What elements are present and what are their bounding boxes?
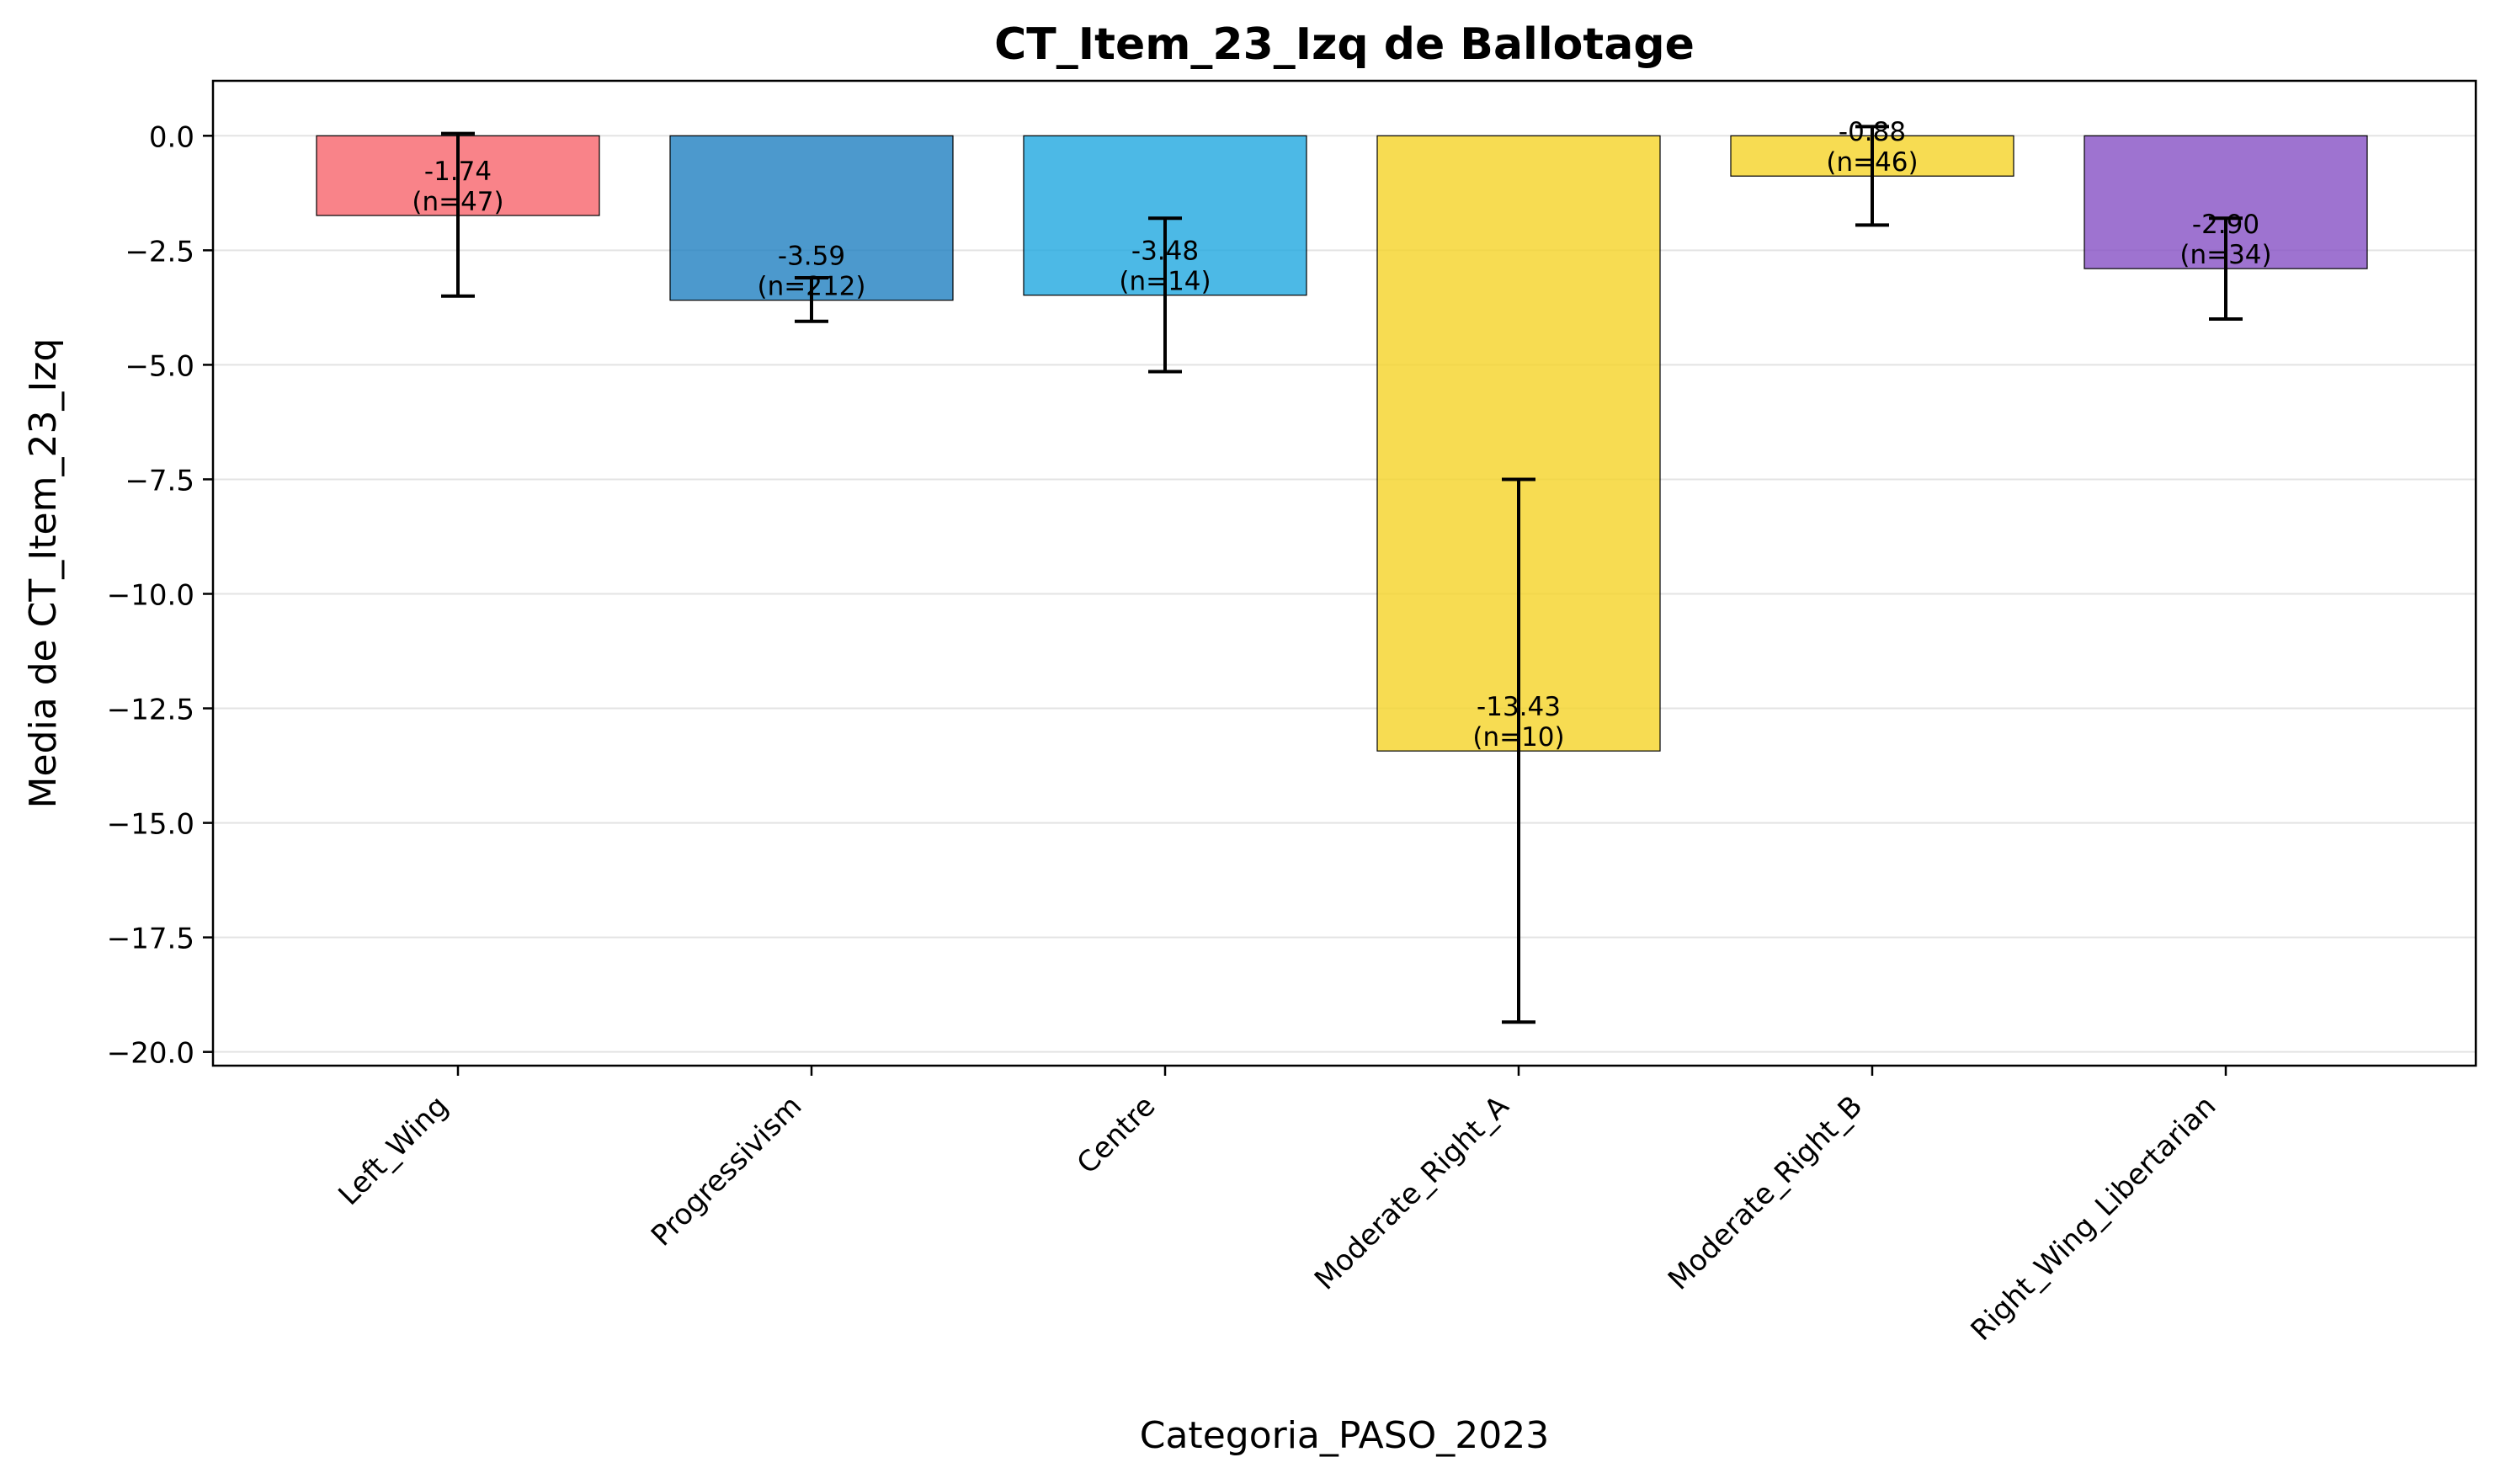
bar-value-label: -3.59 bbox=[778, 242, 845, 272]
bar-value-label: -0.88 bbox=[1839, 117, 1906, 147]
x-tick-label: Centre bbox=[1071, 1089, 1163, 1181]
y-tick-label: −7.5 bbox=[125, 464, 194, 497]
bar-count-label: (n=47) bbox=[412, 187, 503, 217]
bar bbox=[669, 135, 954, 301]
y-tick-label: 0.0 bbox=[149, 120, 194, 154]
bar-value-label: -13.43 bbox=[1477, 692, 1561, 722]
bar-count-label: (n=10) bbox=[1472, 722, 1564, 753]
bar-count-label: (n=14) bbox=[1119, 267, 1211, 297]
chart-title: CT_Item_23_Izq de Ballotage bbox=[994, 19, 1695, 70]
y-tick-label: −17.5 bbox=[107, 923, 194, 956]
y-tick-label: −15.0 bbox=[107, 808, 194, 842]
bar-value-labels: -1.74(n=47) -3.59(n=212) -3.48(n=14) -13.43… bbox=[412, 117, 2271, 753]
bar-value-label: -1.74 bbox=[424, 157, 492, 187]
bar-count-label: (n=212) bbox=[758, 272, 866, 302]
y-tick-label: −2.5 bbox=[125, 235, 194, 269]
bars bbox=[316, 135, 2368, 752]
y-axis: 0.0 −2.5 −5.0 −7.5 −10.0 −12.5 −15.0 −17.5 −20.0 bbox=[107, 120, 213, 1071]
y-tick-label: −12.5 bbox=[107, 694, 194, 727]
error-bars bbox=[441, 125, 2243, 1024]
x-axis-label: Categoria_PASO_2023 bbox=[1140, 1414, 1550, 1457]
y-tick-label: −20.0 bbox=[107, 1037, 194, 1071]
y-tick-label: −5.0 bbox=[125, 349, 194, 383]
plot-frame bbox=[211, 79, 2477, 1067]
x-tick-label: Left_Wing bbox=[332, 1089, 455, 1212]
y-axis-label: Media de CT_Item_23_Izq bbox=[22, 338, 65, 809]
bar-count-label: (n=46) bbox=[1826, 147, 1918, 178]
x-tick-label: Progressivism bbox=[645, 1089, 808, 1253]
x-tick-label: Moderate_Right_B bbox=[1662, 1089, 1869, 1296]
bar-count-label: (n=34) bbox=[2179, 240, 2271, 270]
gridlines bbox=[213, 135, 2476, 1053]
x-tick-label: Right_Wing_Libertarian bbox=[1965, 1089, 2223, 1348]
y-tick-label: −10.0 bbox=[107, 578, 194, 612]
x-tick-label: Moderate_Right_A bbox=[1308, 1089, 1515, 1296]
x-axis: Left_Wing Progressivism Centre Moderate_Rig… bbox=[332, 1066, 2227, 1348]
bar-value-label: -3.48 bbox=[1131, 237, 1199, 267]
bar-value-label: -2.90 bbox=[2192, 210, 2259, 240]
